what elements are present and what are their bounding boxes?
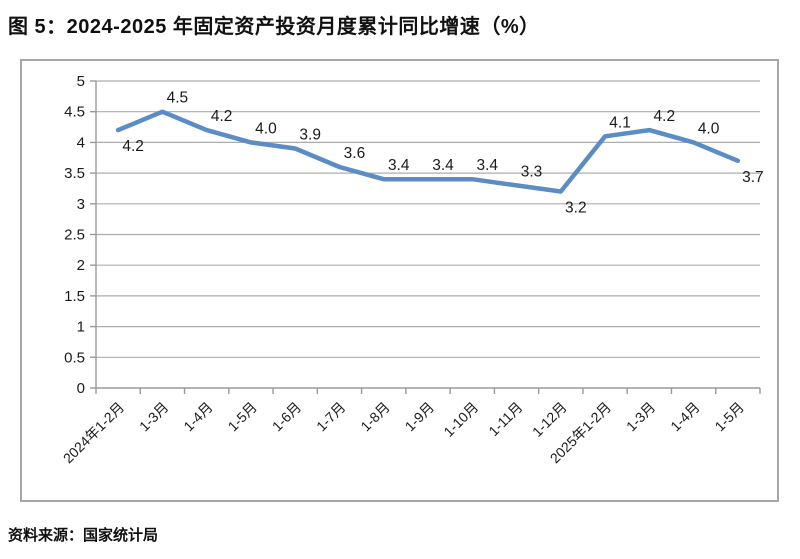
svg-text:4.5: 4.5 bbox=[64, 104, 85, 121]
svg-text:3.3: 3.3 bbox=[521, 163, 543, 180]
svg-text:4: 4 bbox=[77, 134, 85, 151]
source-note: 资料来源：国家统计局 bbox=[8, 527, 159, 544]
svg-text:1-8月: 1-8月 bbox=[357, 399, 393, 435]
svg-text:1.5: 1.5 bbox=[64, 288, 85, 305]
svg-text:3: 3 bbox=[77, 196, 85, 213]
svg-text:3.5: 3.5 bbox=[64, 165, 85, 182]
svg-text:1-3月: 1-3月 bbox=[623, 399, 659, 435]
svg-text:1-3月: 1-3月 bbox=[136, 399, 172, 435]
svg-text:4.1: 4.1 bbox=[609, 114, 631, 131]
svg-text:1-5月: 1-5月 bbox=[225, 399, 261, 435]
svg-text:3.7: 3.7 bbox=[742, 169, 764, 186]
svg-text:4.0: 4.0 bbox=[698, 120, 720, 137]
svg-text:1-6月: 1-6月 bbox=[269, 399, 305, 435]
svg-text:2024年1-2月: 2024年1-2月 bbox=[60, 399, 127, 466]
svg-text:1-9月: 1-9月 bbox=[402, 399, 438, 435]
svg-text:3.4: 3.4 bbox=[432, 157, 454, 174]
svg-text:1-5月: 1-5月 bbox=[711, 399, 747, 435]
svg-text:2.5: 2.5 bbox=[64, 227, 85, 244]
svg-text:1-12月: 1-12月 bbox=[529, 399, 570, 440]
svg-text:3.4: 3.4 bbox=[388, 157, 410, 174]
svg-text:3.9: 3.9 bbox=[299, 127, 321, 144]
svg-text:3.6: 3.6 bbox=[344, 145, 366, 162]
chart-container: 0 0.5 1 1.5 2 2.5 3 3.5 4 4.5 5 2024年1-2月 1-3月 1-4月 1-… bbox=[20, 59, 779, 502]
svg-text:4.0: 4.0 bbox=[255, 120, 277, 137]
svg-text:3.2: 3.2 bbox=[565, 200, 587, 217]
svg-text:1-4月: 1-4月 bbox=[180, 399, 216, 435]
svg-text:4.2: 4.2 bbox=[122, 138, 144, 155]
svg-text:1-10月: 1-10月 bbox=[440, 399, 481, 440]
svg-text:4.2: 4.2 bbox=[654, 108, 676, 125]
svg-text:0.5: 0.5 bbox=[64, 349, 85, 366]
svg-text:5: 5 bbox=[77, 73, 85, 90]
svg-text:1-4月: 1-4月 bbox=[667, 399, 703, 435]
figure-title: 图 5：2024-2025 年固定资产投资月度累计同比增速（%） bbox=[8, 16, 540, 38]
svg-text:3.4: 3.4 bbox=[476, 157, 498, 174]
svg-text:2: 2 bbox=[77, 257, 85, 274]
svg-text:0: 0 bbox=[77, 380, 85, 397]
svg-text:4.5: 4.5 bbox=[167, 90, 189, 107]
svg-text:1-7月: 1-7月 bbox=[313, 399, 349, 435]
svg-text:1: 1 bbox=[77, 319, 85, 336]
svg-text:1-11月: 1-11月 bbox=[485, 399, 525, 439]
svg-text:4.2: 4.2 bbox=[211, 108, 233, 125]
